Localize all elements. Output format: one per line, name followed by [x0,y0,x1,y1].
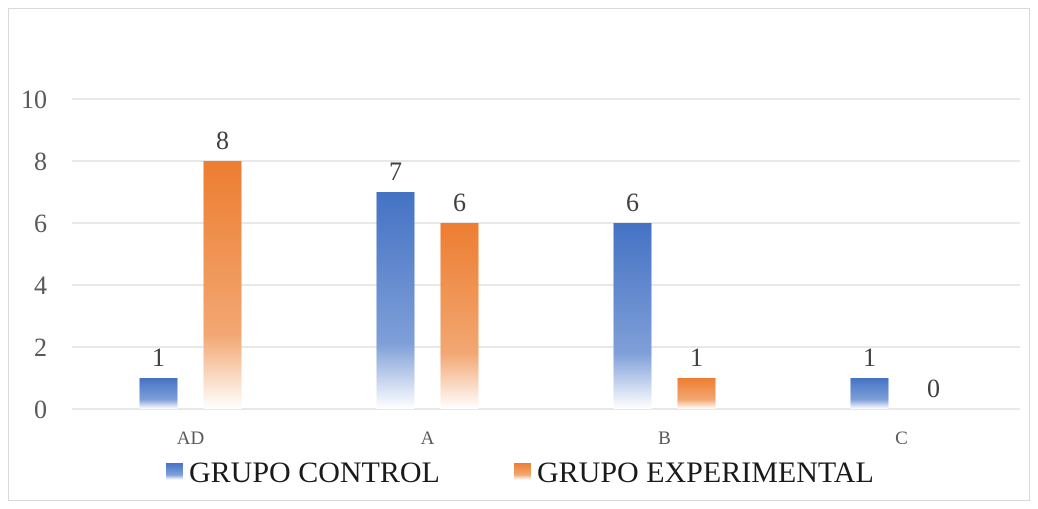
y-tick-label: 2 [34,333,47,362]
legend-label: GRUPO CONTROL [189,456,440,489]
x-axis-ticks: AD A B C [177,428,908,449]
data-label: 6 [453,188,466,217]
bar-control [139,378,178,409]
legend: GRUPO CONTROL GRUPO EXPERIMENTAL [166,456,874,489]
x-tick-label: A [421,428,435,449]
y-tick-label: 8 [34,147,47,176]
y-tick-label: 10 [21,85,47,114]
x-tick-label: B [658,428,671,449]
bars [139,161,889,409]
chart-frame [8,8,1030,501]
data-label: 1 [863,343,876,372]
y-tick-label: 0 [34,395,47,424]
x-tick-label: AD [177,428,204,449]
data-label: 7 [389,157,402,186]
legend-swatch [514,463,531,480]
data-label: 8 [216,126,229,155]
data-label: 1 [690,343,703,372]
y-tick-label: 4 [34,271,47,300]
data-labels: 1 8 7 6 6 1 1 0 [152,126,940,403]
bar-experimental [440,223,479,409]
bar-experimental [677,378,716,409]
legend-swatch [166,463,183,480]
data-label: 6 [626,188,639,217]
y-axis-ticks: 0 2 4 6 8 10 [21,85,47,424]
data-label: 0 [927,374,940,403]
bar-control [613,223,652,409]
x-tick-label: C [895,428,908,449]
data-label: 1 [152,343,165,372]
y-tick-label: 6 [34,209,47,238]
bar-control [376,192,415,409]
legend-label: GRUPO EXPERIMENTAL [537,456,874,489]
bar-control [850,378,889,409]
bar-experimental [203,161,242,409]
